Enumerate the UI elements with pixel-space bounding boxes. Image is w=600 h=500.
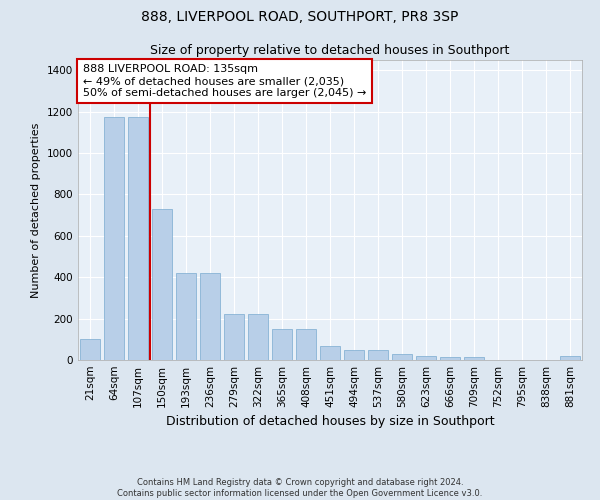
Bar: [200, 273, 220, 360]
Y-axis label: Number of detached properties: Number of detached properties: [31, 122, 41, 298]
Bar: [224, 314, 244, 360]
X-axis label: Distribution of detached houses by size in Southport: Distribution of detached houses by size …: [166, 416, 494, 428]
Bar: [104, 117, 124, 360]
Bar: [272, 330, 292, 360]
Text: 888, LIVERPOOL ROAD, SOUTHPORT, PR8 3SP: 888, LIVERPOOL ROAD, SOUTHPORT, PR8 3SP: [142, 10, 458, 24]
Bar: [560, 356, 580, 360]
Bar: [392, 354, 412, 360]
Bar: [368, 350, 388, 360]
Bar: [80, 340, 100, 360]
Title: Size of property relative to detached houses in Southport: Size of property relative to detached ho…: [151, 44, 509, 58]
Bar: [152, 209, 172, 360]
Bar: [320, 346, 340, 360]
Bar: [464, 358, 484, 360]
Bar: [344, 350, 364, 360]
Bar: [128, 117, 148, 360]
Bar: [416, 356, 436, 360]
Bar: [248, 314, 268, 360]
Bar: [440, 358, 460, 360]
Text: Contains HM Land Registry data © Crown copyright and database right 2024.
Contai: Contains HM Land Registry data © Crown c…: [118, 478, 482, 498]
Bar: [176, 273, 196, 360]
Text: 888 LIVERPOOL ROAD: 135sqm
← 49% of detached houses are smaller (2,035)
50% of s: 888 LIVERPOOL ROAD: 135sqm ← 49% of deta…: [83, 64, 367, 98]
Bar: [296, 330, 316, 360]
